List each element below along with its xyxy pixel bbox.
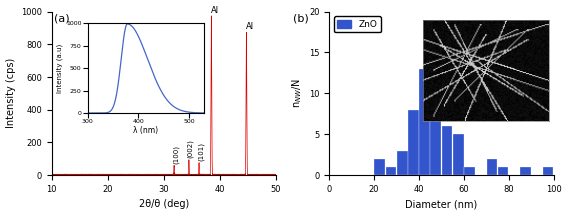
Text: Al: Al [246,22,254,31]
Legend: ZnO: ZnO [334,16,380,32]
X-axis label: Diameter (nm): Diameter (nm) [405,200,477,209]
Bar [408,110,418,175]
Bar [453,134,464,175]
Text: (101): (101) [197,142,204,161]
Bar [520,167,531,175]
Text: (b): (b) [293,13,309,23]
Text: (a): (a) [54,13,70,23]
Bar [442,126,452,175]
Bar [543,167,553,175]
Bar [397,151,408,175]
Bar [486,159,497,175]
Text: (100): (100) [172,145,179,164]
X-axis label: 2θ/θ (deg): 2θ/θ (deg) [139,200,189,209]
Text: Al: Al [211,6,219,15]
Bar [419,69,430,175]
Y-axis label: n$_{NW}$/N: n$_{NW}$/N [290,78,303,108]
Y-axis label: Intensity (cps): Intensity (cps) [6,58,15,129]
Bar [464,167,475,175]
Bar [430,61,441,175]
Bar [498,167,509,175]
Bar [386,167,396,175]
Text: (002): (002) [187,139,194,158]
Bar [374,159,385,175]
